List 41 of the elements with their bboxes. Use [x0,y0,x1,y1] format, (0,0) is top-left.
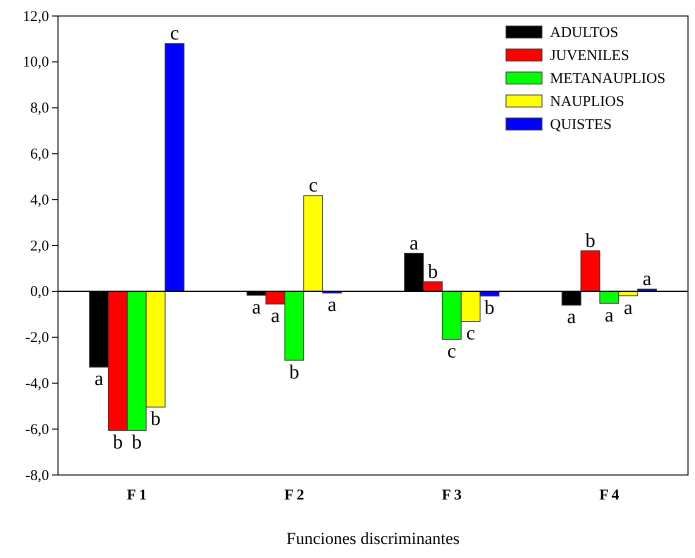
y-tick-label: 0,0 [30,284,49,300]
annotation: b [112,431,123,454]
annotation: b [289,361,300,384]
annotation: c [308,174,318,197]
annotation: c [170,22,180,45]
y-tick-label: 8,0 [30,100,49,117]
y-tick-label: 6,0 [30,146,49,162]
x-tick-label: F 2 [284,488,304,504]
y-tick-label: -6,0 [25,422,49,438]
annotation: a [624,296,633,319]
y-tick-label: -4,0 [25,376,49,392]
annotation: b [428,260,438,283]
annotation: a [604,304,614,326]
legend-label: QUISTES [550,117,612,133]
legend-label: ADULTOS [550,25,618,41]
annotation: b [585,230,596,252]
annotation: a [328,294,337,316]
legend-label: METANAUPLIOS [550,71,666,87]
annotation: a [410,232,419,254]
y-tick-label: 2,0 [30,238,49,254]
y-tick-label: 10,0 [22,54,49,71]
annotation: b [150,408,161,430]
y-tick-label: -2,0 [25,330,49,346]
x-tick-label: F 1 [126,488,147,504]
annotation: c [447,340,456,362]
legend-label: JUVENILES [550,48,630,64]
y-tick-label: -8,0 [25,468,49,484]
annotation: a [567,306,576,328]
annotation: b [132,431,142,454]
annotation: a [270,305,280,328]
annotation: a [252,296,262,318]
annotation: a [642,268,652,290]
x-tick-label: F 4 [599,488,620,504]
y-tick-label: 12,0 [22,8,49,25]
legend-label: NAUPLIOS [550,94,624,110]
x-tick-label: F 3 [442,488,462,504]
y-tick-label: 4,0 [30,192,49,208]
annotation: c [466,322,476,344]
annotation: b [484,296,495,319]
annotation: a [94,368,104,390]
x-axis-title: Funciones discriminantes [286,529,460,548]
